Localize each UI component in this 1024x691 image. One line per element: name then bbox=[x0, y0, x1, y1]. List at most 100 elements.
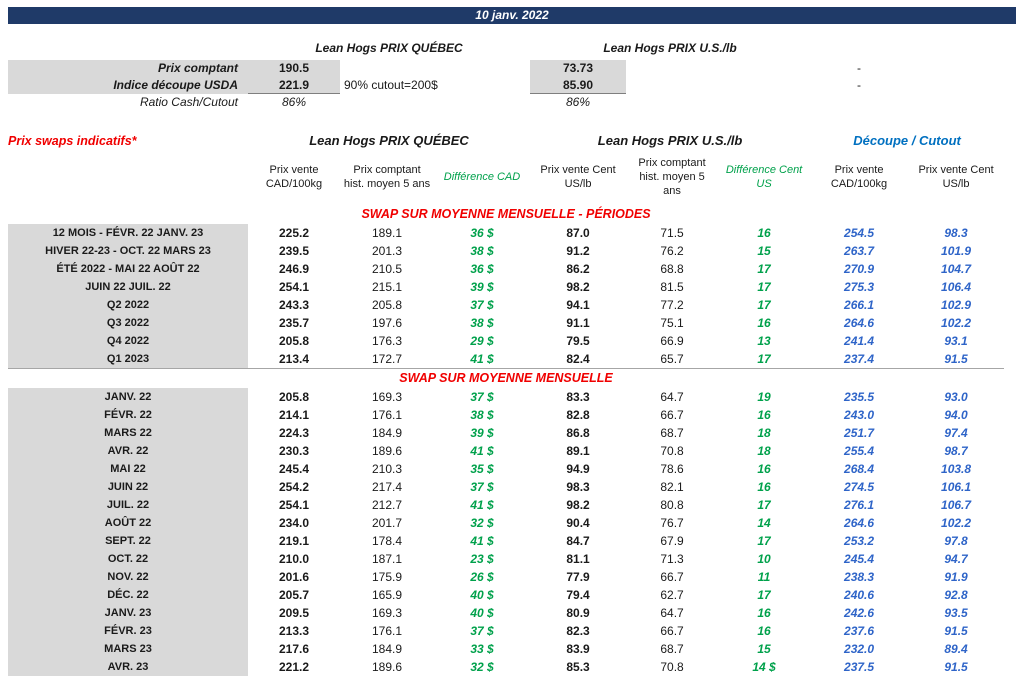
table-row: Q1 2023 213.4 172.7 41 $ 82.4 65.7 17 237.4 91.5 bbox=[8, 350, 1004, 368]
cell: 41 $ bbox=[470, 498, 494, 512]
table-row: HIVER 22-23 - OCT. 22 MARS 23 239.5 201.3 3… bbox=[8, 242, 1004, 260]
cell: 103.8 bbox=[941, 462, 972, 476]
cell: 276.1 bbox=[844, 498, 875, 512]
col-header-quebec-sale: Prix vente CAD/100kg bbox=[265, 163, 323, 190]
cell: 64.7 bbox=[660, 606, 684, 620]
cell: 19 bbox=[757, 390, 771, 404]
cell: 33 $ bbox=[470, 642, 494, 656]
table-row: AOÛT 22 234.0 201.7 32 $ 90.4 76.7 14 264.6 102.… bbox=[8, 514, 1004, 532]
cell: 251.7 bbox=[844, 426, 875, 440]
cell: 224.3 bbox=[278, 426, 310, 440]
cell: 32 $ bbox=[470, 660, 494, 674]
cell: 255.4 bbox=[844, 444, 875, 458]
cell: 93.1 bbox=[944, 334, 968, 348]
cell: 239.5 bbox=[278, 244, 310, 258]
cell: 13 bbox=[757, 334, 771, 348]
cell: 91.5 bbox=[944, 624, 968, 638]
cell: 238.3 bbox=[844, 570, 875, 584]
empty-header bbox=[8, 150, 248, 204]
cell: 16 bbox=[757, 606, 771, 620]
table-row: Q2 2022 243.3 205.8 37 $ 94.1 77.2 17 266.1 102.… bbox=[8, 296, 1004, 314]
cell: 98.3 bbox=[566, 480, 590, 494]
cell: 29 $ bbox=[470, 334, 494, 348]
cell: 219.1 bbox=[278, 534, 310, 548]
cell: 172.7 bbox=[371, 351, 403, 366]
cell: 232.0 bbox=[844, 642, 875, 656]
cell: 68.8 bbox=[660, 262, 684, 276]
cell: 17 bbox=[757, 280, 771, 294]
cell: 217.4 bbox=[371, 480, 403, 494]
cell: 106.4 bbox=[941, 280, 972, 294]
cell: 38 $ bbox=[470, 408, 494, 422]
table-row: AVR. 22 230.3 189.6 41 $ 89.1 70.8 18 255.4 98.7 bbox=[8, 442, 1004, 460]
cell: 189.6 bbox=[371, 444, 403, 458]
cell: 23 $ bbox=[470, 552, 494, 566]
spot-price-us: 73.73 bbox=[530, 60, 626, 77]
cell: 270.9 bbox=[844, 262, 875, 276]
group-header-row: Prix swaps indicatifs* Lean Hogs PRIX QU… bbox=[8, 128, 1004, 150]
cell: 201.7 bbox=[371, 516, 403, 530]
cell: 86.2 bbox=[566, 262, 590, 276]
cell: 16 bbox=[757, 226, 771, 240]
cell: 94.0 bbox=[944, 408, 968, 422]
swaps-table: Prix swaps indicatifs* Lean Hogs PRIX QU… bbox=[8, 128, 1005, 676]
cell: 80.9 bbox=[566, 606, 590, 620]
cell: 17 bbox=[757, 262, 771, 276]
cell: 97.8 bbox=[944, 534, 968, 548]
cell: 264.6 bbox=[844, 316, 875, 330]
row-label: AVR. 23 bbox=[8, 658, 248, 676]
section-title-row: SWAP SUR MOYENNE MENSUELLE - PÉRIODES bbox=[8, 204, 1004, 224]
row-label: Q4 2022 bbox=[8, 332, 248, 350]
spot-price-quebec: 190.5 bbox=[248, 60, 340, 77]
cell: 70.8 bbox=[660, 660, 684, 674]
cell: 84.7 bbox=[566, 534, 590, 548]
cell: 197.6 bbox=[371, 316, 403, 330]
cell: 101.9 bbox=[941, 244, 972, 258]
table-row: FÉVR. 22 214.1 176.1 38 $ 82.8 66.7 16 243.0 94.… bbox=[8, 406, 1004, 424]
cell: 91.5 bbox=[944, 660, 968, 674]
cutout-index-label: Indice découpe USDA bbox=[8, 77, 248, 94]
row-label: HIVER 22-23 - OCT. 22 MARS 23 bbox=[8, 242, 248, 260]
cell: 32 $ bbox=[470, 516, 494, 530]
cell: 66.7 bbox=[660, 624, 684, 638]
cell: 17 bbox=[757, 351, 771, 366]
table-row: JUIN 22 JUIL. 22 254.1 215.1 39 $ 98.2 81.5 17… bbox=[8, 278, 1004, 296]
cell: 104.7 bbox=[941, 262, 972, 276]
cutout-index-quebec: 221.9 bbox=[248, 77, 340, 94]
row-label: SEPT. 22 bbox=[8, 532, 248, 550]
cell: 264.6 bbox=[844, 516, 875, 530]
cell: 176.1 bbox=[371, 408, 403, 422]
cell: 37 $ bbox=[470, 390, 494, 404]
swaps-tbody: SWAP SUR MOYENNE MENSUELLE - PÉRIODES 12 … bbox=[8, 204, 1005, 676]
row-label: JUIN 22 bbox=[8, 478, 248, 496]
cell: 235.7 bbox=[278, 316, 310, 330]
cell: 98.2 bbox=[566, 280, 590, 294]
col-header-quebec-hist: Prix comptant hist. moyen 5 ans bbox=[343, 163, 431, 190]
cell: 98.2 bbox=[566, 498, 590, 512]
cell: 93.5 bbox=[944, 606, 968, 620]
cell: 205.8 bbox=[278, 334, 310, 348]
cell: 184.9 bbox=[371, 426, 403, 440]
cell: 78.6 bbox=[660, 462, 684, 476]
cell: 210.5 bbox=[371, 262, 403, 276]
cell: 225.2 bbox=[278, 226, 310, 240]
cell: 83.9 bbox=[566, 642, 590, 656]
table-row: MARS 23 217.6 184.9 33 $ 83.9 68.7 15 232.0 89.4 bbox=[8, 640, 1004, 658]
cell: 189.6 bbox=[371, 660, 403, 674]
cell: 237.5 bbox=[844, 660, 875, 674]
table-row: MAI 22 245.4 210.3 35 $ 94.9 78.6 16 268.4 103.8 bbox=[8, 460, 1004, 478]
cell: 241.4 bbox=[844, 334, 875, 348]
ratio-us: 86% bbox=[565, 95, 591, 109]
cell: 189.1 bbox=[371, 226, 403, 240]
cell: 90.4 bbox=[566, 516, 590, 530]
col-header-diff-cad: Différence CAD bbox=[443, 170, 521, 183]
cell: 201.3 bbox=[371, 244, 403, 258]
cell: 15 bbox=[757, 642, 771, 656]
cell: 275.3 bbox=[844, 280, 875, 294]
cell: 176.1 bbox=[371, 624, 403, 638]
table-row: OCT. 22 210.0 187.1 23 $ 81.1 71.3 10 245.4 94.7 bbox=[8, 550, 1004, 568]
cell: 178.4 bbox=[371, 534, 403, 548]
table-row: 12 MOIS - FÉVR. 22 JANV. 23 225.2 189.1 36 … bbox=[8, 224, 1004, 242]
cell: 242.6 bbox=[844, 606, 875, 620]
row-label: OCT. 22 bbox=[8, 550, 248, 568]
